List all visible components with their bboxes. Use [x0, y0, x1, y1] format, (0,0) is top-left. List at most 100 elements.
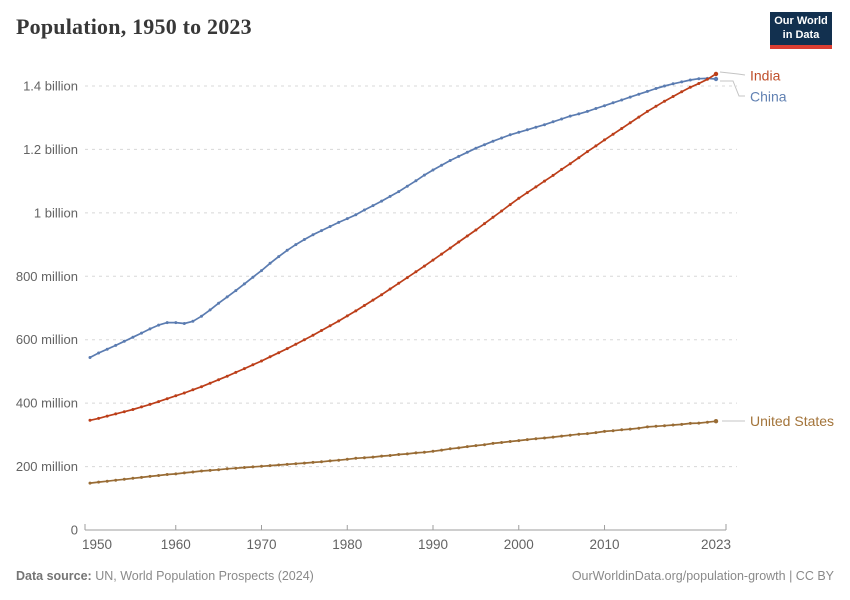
series-point-india-2016[interactable]: [654, 104, 658, 108]
series-point-united-states-1990[interactable]: [431, 449, 435, 453]
series-line-china[interactable]: [89, 77, 717, 359]
series-point-india-2020[interactable]: [688, 85, 692, 89]
series-point-united-states-1995[interactable]: [474, 444, 478, 448]
series-point-india-1951[interactable]: [97, 416, 101, 420]
series-point-united-states-2015[interactable]: [645, 425, 649, 429]
series-point-united-states-2016[interactable]: [654, 424, 658, 428]
series-point-china-2011[interactable]: [611, 101, 615, 105]
series-point-china-1951[interactable]: [97, 351, 101, 355]
series-point-united-states-2010[interactable]: [603, 429, 606, 433]
series-point-united-states-2021[interactable]: [697, 421, 701, 425]
series-point-india-1952[interactable]: [105, 414, 109, 418]
series-point-united-states-1997[interactable]: [491, 441, 495, 445]
series-point-united-states-2013[interactable]: [628, 427, 632, 431]
series-point-china-2012[interactable]: [620, 98, 624, 102]
series-point-china-2019[interactable]: [680, 80, 684, 84]
series-point-china-1965[interactable]: [217, 301, 221, 305]
series-point-united-states-1951[interactable]: [97, 480, 101, 484]
series-point-united-states-1963[interactable]: [200, 469, 203, 473]
series-point-india-2006[interactable]: [568, 162, 572, 166]
series-point-united-states-2008[interactable]: [585, 432, 589, 436]
series-point-china-1960[interactable]: [174, 321, 178, 325]
series-point-united-states-1966[interactable]: [225, 467, 229, 471]
series-point-united-states-1982[interactable]: [362, 456, 366, 460]
series-point-india-1984[interactable]: [380, 293, 384, 297]
series-point-china-2004[interactable]: [551, 120, 555, 124]
series-point-india-2009[interactable]: [594, 144, 598, 148]
series-point-china-1952[interactable]: [105, 347, 109, 351]
series-point-united-states-1984[interactable]: [380, 454, 384, 458]
population-line-chart[interactable]: 0 200 million 400 million 600 million 800 mi…: [0, 0, 850, 560]
series-point-india-1969[interactable]: [251, 363, 255, 367]
series-point-united-states-1961[interactable]: [182, 471, 186, 475]
series-point-united-states-2011[interactable]: [611, 429, 615, 433]
series-point-india-1979[interactable]: [337, 319, 341, 323]
series-point-china-1962[interactable]: [191, 319, 195, 323]
series-point-united-states-1962[interactable]: [191, 470, 195, 474]
series-point-india-1974[interactable]: [294, 342, 298, 346]
series-point-india-2022[interactable]: [705, 77, 709, 81]
series-point-china-1970[interactable]: [260, 269, 263, 273]
series-point-united-states-1992[interactable]: [448, 447, 452, 451]
series-point-united-states-1989[interactable]: [422, 450, 426, 454]
series-point-india-2018[interactable]: [671, 95, 675, 98]
series-point-united-states-1967[interactable]: [234, 466, 238, 470]
series-point-united-states-2017[interactable]: [663, 424, 666, 428]
owid-logo[interactable]: Our World in Data: [770, 12, 832, 49]
series-point-united-states-1978[interactable]: [328, 459, 332, 463]
series-point-united-states-1957[interactable]: [148, 474, 152, 478]
series-point-china-2017[interactable]: [663, 84, 666, 88]
series-point-india-2005[interactable]: [560, 167, 564, 171]
series-point-china-1955[interactable]: [131, 335, 135, 339]
series-point-india-2000[interactable]: [517, 196, 521, 200]
series-point-india-1985[interactable]: [388, 287, 392, 291]
series-point-china-1982[interactable]: [362, 208, 366, 212]
series-point-united-states-1994[interactable]: [465, 445, 469, 449]
series-label-united-states[interactable]: United States: [750, 413, 834, 429]
series-point-china-2016[interactable]: [654, 87, 658, 90]
series-point-united-states-1998[interactable]: [500, 441, 504, 444]
series-point-india-1958[interactable]: [157, 400, 161, 404]
series-point-china-1971[interactable]: [268, 261, 272, 265]
series-point-india-2015[interactable]: [645, 109, 649, 113]
series-point-china-1953[interactable]: [114, 343, 118, 347]
series-point-india-1964[interactable]: [208, 381, 212, 385]
series-point-united-states-1965[interactable]: [217, 468, 221, 472]
series-point-united-states-1991[interactable]: [440, 448, 444, 452]
series-point-india-1996[interactable]: [483, 222, 486, 226]
series-point-china-1993[interactable]: [457, 154, 461, 158]
series-point-united-states-2018[interactable]: [671, 423, 675, 427]
series-line-india[interactable]: [89, 73, 717, 422]
series-point-india-1950[interactable]: [88, 418, 92, 422]
series-point-united-states-1969[interactable]: [251, 465, 255, 469]
series-point-china-2008[interactable]: [585, 109, 589, 113]
series-point-india-1995[interactable]: [474, 228, 478, 232]
series-point-india-2008[interactable]: [585, 150, 589, 154]
series-point-india-1953[interactable]: [114, 412, 118, 416]
series-point-china-1979[interactable]: [337, 220, 341, 224]
series-point-india-1955[interactable]: [131, 408, 135, 411]
series-point-united-states-2005[interactable]: [560, 434, 564, 438]
series-point-united-states-1971[interactable]: [268, 464, 272, 468]
series-point-india-1970[interactable]: [260, 359, 263, 363]
series-point-china-2001[interactable]: [525, 128, 529, 132]
series-point-india-1994[interactable]: [465, 234, 469, 238]
series-point-india-1998[interactable]: [500, 209, 504, 213]
series-point-united-states-2006[interactable]: [568, 433, 572, 437]
series-point-china-1999[interactable]: [508, 133, 512, 137]
series-point-united-states-1981[interactable]: [354, 456, 358, 460]
series-point-china-1967[interactable]: [234, 289, 238, 293]
series-point-united-states-2007[interactable]: [577, 432, 581, 436]
series-point-india-2002[interactable]: [534, 185, 538, 189]
series-point-india-1993[interactable]: [457, 240, 461, 244]
series-point-china-2015[interactable]: [645, 89, 649, 93]
series-point-china-1987[interactable]: [405, 184, 409, 188]
series-point-china-2006[interactable]: [568, 114, 572, 118]
series-point-china-1990[interactable]: [431, 168, 435, 172]
series-point-united-states-1975[interactable]: [302, 461, 306, 465]
series-point-china-2005[interactable]: [560, 117, 564, 121]
series-point-india-1989[interactable]: [422, 264, 426, 268]
series-point-china-2000[interactable]: [517, 130, 521, 134]
series-point-united-states-1970[interactable]: [260, 464, 263, 468]
series-point-united-states-1983[interactable]: [371, 455, 375, 459]
